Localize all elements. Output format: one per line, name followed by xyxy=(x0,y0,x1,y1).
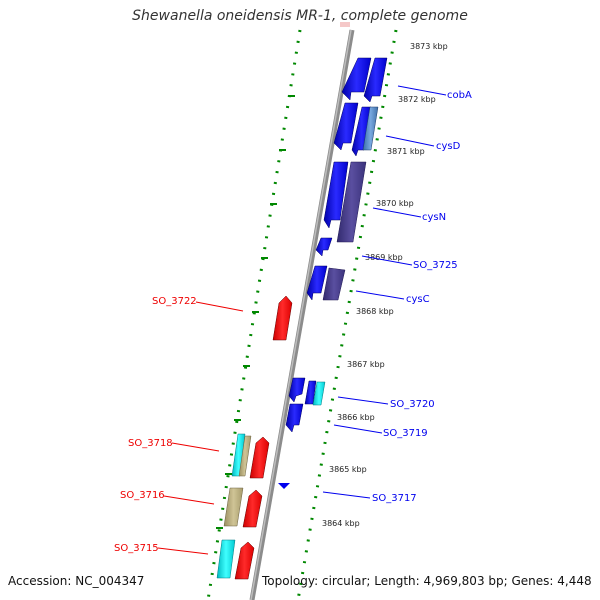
gene-label-cysC[interactable]: cysC xyxy=(406,294,430,305)
map-title: Shewanella oneidensis MR-1, complete gen… xyxy=(132,8,468,24)
gene-SO_3718[interactable] xyxy=(231,433,270,479)
gene-label-cysN[interactable]: cysN xyxy=(422,212,446,223)
gene-SO_3720[interactable] xyxy=(288,377,326,406)
gene-cysN[interactable] xyxy=(323,161,367,243)
gene-label-cobA[interactable]: cobA xyxy=(447,90,472,101)
gene-SO_3715[interactable] xyxy=(216,539,255,580)
tick-label: 3868 kbp xyxy=(356,307,394,316)
gene-label-cysD[interactable]: cysD xyxy=(436,141,461,152)
tick-label: 3873 kbp xyxy=(410,42,448,51)
tick-label: 3870 kbp xyxy=(376,199,414,208)
genome-backbone xyxy=(249,29,355,600)
tick-label: 3871 kbp xyxy=(387,147,425,156)
gene-SO_3719[interactable] xyxy=(285,403,304,433)
topology-text: Topology: circular; Length: 4,969,803 bp… xyxy=(262,574,592,588)
gene-SO_3716[interactable] xyxy=(223,487,263,528)
gene-label-SO_3718[interactable]: SO_3718 xyxy=(128,438,173,449)
gene-SO_3725[interactable] xyxy=(315,237,333,257)
gene-cysC[interactable] xyxy=(306,265,346,301)
leader-lines-forward xyxy=(322,85,447,499)
leader-lines-reverse xyxy=(157,301,244,555)
gene-SO_3722[interactable] xyxy=(272,295,293,341)
gene-cobA[interactable] xyxy=(341,57,388,103)
tick-label: 3869 kbp xyxy=(365,253,403,262)
gene-label-SO_3725[interactable]: SO_3725 xyxy=(413,260,458,271)
tick-label: 3867 kbp xyxy=(347,360,385,369)
accession-text: Accession: NC_004347 xyxy=(8,574,145,588)
gene-cysD[interactable] xyxy=(333,102,379,157)
gene-label-SO_3720[interactable]: SO_3720 xyxy=(390,399,435,410)
gene-SO_3717[interactable] xyxy=(278,483,290,489)
gene-label-SO_3716[interactable]: SO_3716 xyxy=(120,490,165,501)
gene-label-SO_3719[interactable]: SO_3719 xyxy=(383,428,428,439)
gene-label-SO_3722[interactable]: SO_3722 xyxy=(152,296,197,307)
tick-label: 3872 kbp xyxy=(398,95,436,104)
top-marker xyxy=(340,22,350,27)
tick-label: 3866 kbp xyxy=(337,413,375,422)
gene-label-SO_3715[interactable]: SO_3715 xyxy=(114,543,159,554)
gene-label-SO_3717[interactable]: SO_3717 xyxy=(372,493,417,504)
tick-label: 3865 kbp xyxy=(329,465,367,474)
tick-label: 3864 kbp xyxy=(322,519,360,528)
